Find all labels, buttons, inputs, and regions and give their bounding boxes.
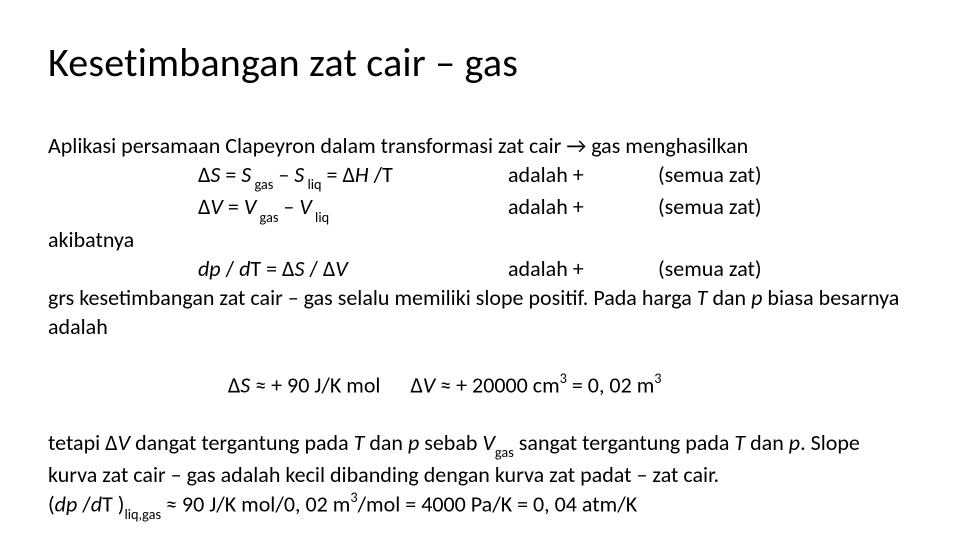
var-v: V bbox=[423, 371, 435, 398]
var-p: p bbox=[408, 429, 419, 456]
var-p2: p bbox=[789, 429, 800, 456]
var-p: p bbox=[751, 284, 762, 311]
arrow-icon: → bbox=[566, 132, 586, 159]
line-therefore: akibatnya bbox=[48, 225, 912, 254]
var-s: S bbox=[240, 371, 250, 398]
sub-liq: liq bbox=[304, 175, 321, 193]
ds-sign: adalah + bbox=[508, 160, 658, 192]
paren2: ) bbox=[113, 491, 125, 518]
delta: ∆ bbox=[198, 161, 210, 188]
sup3: 3 bbox=[560, 369, 567, 387]
eq: = bbox=[223, 193, 244, 220]
sup3: 3 bbox=[350, 488, 357, 506]
var-t: T bbox=[250, 255, 261, 282]
line-result: (dp /dT )liq,gas ≈ 90 J/K mol/0, 02 m3/m… bbox=[48, 489, 912, 522]
eq2: = ∆ bbox=[322, 161, 355, 188]
spacer bbox=[380, 371, 410, 398]
minus: – bbox=[278, 193, 299, 220]
var-s2: S bbox=[241, 161, 251, 188]
t6: dan bbox=[745, 429, 789, 456]
var-d: d bbox=[91, 491, 102, 518]
dv-note: (semua zat) bbox=[658, 192, 762, 224]
sub-liqgas: liq,gas bbox=[124, 505, 161, 523]
line-approx: ∆S ≈ + 90 J/K mol ∆V ≈ + 20000 cm3 = 0, … bbox=[48, 341, 912, 428]
slash2: / ∆ bbox=[304, 255, 335, 282]
sub-gas: gas bbox=[251, 175, 273, 193]
approx-s: ≈ + 90 J/K mol bbox=[250, 371, 380, 398]
intro-post: gas menghasilkan bbox=[586, 132, 748, 159]
slide-title: Kesetimbangan zat cair – gas bbox=[48, 38, 912, 87]
var-s: S bbox=[210, 161, 220, 188]
t4: sebab bbox=[419, 429, 482, 456]
var-v: V bbox=[335, 255, 347, 282]
t1: grs kesetimbangan zat cair – gas selalu … bbox=[48, 284, 697, 311]
t3: dan bbox=[364, 429, 408, 456]
var-h: H bbox=[355, 161, 369, 188]
var-dp: dp bbox=[198, 255, 221, 282]
var-s: S bbox=[294, 255, 304, 282]
dv-expr: ∆V = V gas – V liq bbox=[198, 192, 508, 224]
line-ds: ∆S = S gas – S liq = ∆H /T adalah + (sem… bbox=[48, 160, 912, 192]
over-t: /T bbox=[369, 161, 393, 188]
ds-expr: ∆S = S gas – S liq = ∆H /T bbox=[198, 160, 508, 192]
var-v: V bbox=[118, 429, 130, 456]
sup3b: 3 bbox=[654, 369, 661, 387]
eq: = bbox=[220, 161, 241, 188]
approx-v: ≈ + 20000 cm bbox=[435, 371, 559, 398]
dpdt-sign: adalah + bbox=[508, 254, 658, 283]
t1: tetapi ∆ bbox=[48, 429, 118, 456]
var-t: T bbox=[697, 284, 708, 311]
line-slope: grs kesetimbangan zat cair – gas selalu … bbox=[48, 283, 912, 341]
dpdt-expr: dp / dT = ∆S / ∆V bbox=[198, 254, 508, 283]
line-intro: Aplikasi persamaan Clapeyron dalam trans… bbox=[48, 131, 912, 160]
val2: /mol = 4000 Pa/K = 0, 04 atm/K bbox=[358, 491, 638, 518]
sub-gas: gas bbox=[495, 443, 514, 461]
val: ≈ 90 J/K mol/0, 02 m bbox=[161, 491, 350, 518]
slide: Kesetimbangan zat cair – gas Aplikasi pe… bbox=[0, 0, 960, 522]
var-s3: S bbox=[294, 161, 304, 188]
var-t2: T bbox=[734, 429, 745, 456]
t2: dangat tergantung pada bbox=[130, 429, 354, 456]
var-v2: V bbox=[244, 193, 256, 220]
slash: / bbox=[77, 491, 90, 518]
line-dv: ∆V = V gas – V liq adalah + (semua zat) bbox=[48, 192, 912, 224]
sub-liq: liq bbox=[312, 208, 329, 226]
var-t: T bbox=[102, 491, 113, 518]
dpdt-note: (semua zat) bbox=[658, 254, 762, 283]
intro-pre: Aplikasi persamaan Clapeyron dalam trans… bbox=[48, 132, 566, 159]
var-dp: dp bbox=[55, 491, 78, 518]
delta: ∆ bbox=[198, 193, 210, 220]
var-v: V bbox=[210, 193, 222, 220]
var-vgas: V bbox=[482, 429, 494, 456]
delta: ∆ bbox=[228, 371, 240, 398]
minus: – bbox=[273, 161, 294, 188]
paren: ( bbox=[48, 491, 55, 518]
eq: = 0, 02 m bbox=[567, 371, 654, 398]
t2: dan bbox=[707, 284, 751, 311]
sub-gas: gas bbox=[256, 208, 278, 226]
slash: / bbox=[221, 255, 239, 282]
ds-note: (semua zat) bbox=[658, 160, 762, 192]
line-tetapi: tetapi ∆V dangat tergantung pada T dan p… bbox=[48, 428, 912, 489]
line-dpdt: dp / dT = ∆S / ∆V adalah + (semua zat) bbox=[48, 254, 912, 283]
var-v3: V bbox=[299, 193, 311, 220]
delta2: ∆ bbox=[410, 371, 422, 398]
eq: = ∆ bbox=[261, 255, 294, 282]
var-d: d bbox=[239, 255, 250, 282]
slide-body: Aplikasi persamaan Clapeyron dalam trans… bbox=[48, 131, 912, 522]
dv-sign: adalah + bbox=[508, 192, 658, 224]
var-t: T bbox=[354, 429, 365, 456]
t5: sangat tergantung pada bbox=[514, 429, 735, 456]
